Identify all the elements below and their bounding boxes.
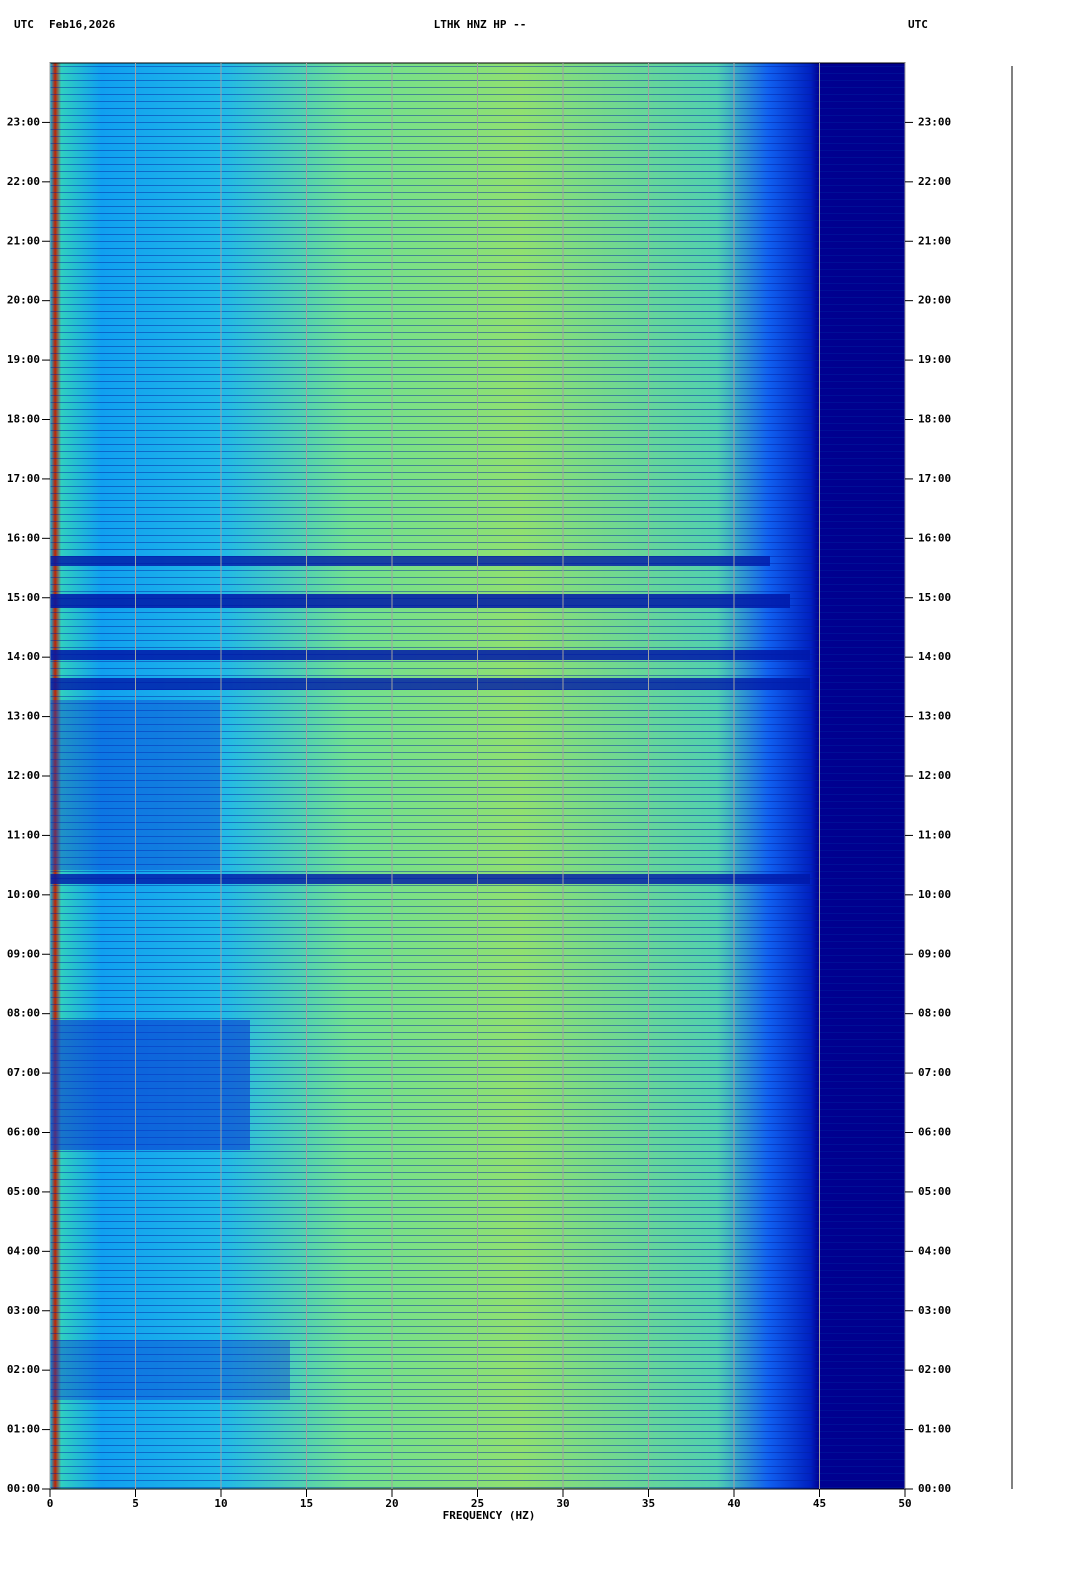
y-tick-label: 04:00 bbox=[7, 1244, 40, 1257]
y-tick-label: 11:00 bbox=[7, 828, 40, 841]
y-tick-label: 00:00 bbox=[7, 1482, 40, 1495]
y-tick-label-right: 21:00 bbox=[918, 234, 951, 247]
y-tick-label: 05:00 bbox=[7, 1185, 40, 1198]
y-tick-label: 01:00 bbox=[7, 1423, 40, 1436]
y-tick-label: 06:00 bbox=[7, 1126, 40, 1139]
y-tick-label-right: 05:00 bbox=[918, 1185, 951, 1198]
y-tick-label: 07:00 bbox=[7, 1066, 40, 1079]
y-tick-label-right: 18:00 bbox=[918, 413, 951, 426]
y-tick-label-right: 19:00 bbox=[918, 353, 951, 366]
y-tick-label-right: 20:00 bbox=[918, 294, 951, 307]
y-tick-label-right: 09:00 bbox=[918, 947, 951, 960]
y-tick-label: 18:00 bbox=[7, 413, 40, 426]
x-tick-label: 45 bbox=[813, 1497, 826, 1510]
y-tick-label-right: 06:00 bbox=[918, 1126, 951, 1139]
header-left: UTC bbox=[14, 18, 34, 31]
x-tick-label: 50 bbox=[898, 1497, 911, 1510]
x-axis-label: FREQUENCY (HZ) bbox=[443, 1509, 536, 1522]
y-tick-label-right: 04:00 bbox=[918, 1244, 951, 1257]
date: Feb16,2026 bbox=[49, 18, 116, 31]
header-right: UTC bbox=[908, 18, 928, 31]
y-tick-label-right: 14:00 bbox=[918, 650, 951, 663]
y-tick-label: 22:00 bbox=[7, 175, 40, 188]
y-tick-label: 23:00 bbox=[7, 115, 40, 128]
y-tick-label-right: 17:00 bbox=[918, 472, 951, 485]
y-tick-label-right: 12:00 bbox=[918, 769, 951, 782]
y-tick-label-right: 15:00 bbox=[918, 591, 951, 604]
y-tick-label: 08:00 bbox=[7, 1007, 40, 1020]
y-tick-label: 02:00 bbox=[7, 1363, 40, 1376]
x-tick-label: 5 bbox=[132, 1497, 139, 1510]
y-tick-label: 14:00 bbox=[7, 650, 40, 663]
y-tick-label: 15:00 bbox=[7, 591, 40, 604]
y-tick-label: 09:00 bbox=[7, 947, 40, 960]
y-tick-label-right: 13:00 bbox=[918, 710, 951, 723]
y-tick-label: 21:00 bbox=[7, 234, 40, 247]
y-tick-label-right: 22:00 bbox=[918, 175, 951, 188]
y-tick-label-right: 01:00 bbox=[918, 1423, 951, 1436]
x-tick-label: 40 bbox=[727, 1497, 740, 1510]
y-tick-label: 20:00 bbox=[7, 294, 40, 307]
y-tick-label: 03:00 bbox=[7, 1304, 40, 1317]
x-tick-label: 35 bbox=[642, 1497, 655, 1510]
y-tick-label: 16:00 bbox=[7, 531, 40, 544]
x-tick-label: 30 bbox=[556, 1497, 569, 1510]
y-tick-label-right: 02:00 bbox=[918, 1363, 951, 1376]
y-tick-label: 19:00 bbox=[7, 353, 40, 366]
y-tick-label-right: 00:00 bbox=[918, 1482, 951, 1495]
chart-title: LTHK HNZ HP -- bbox=[434, 18, 527, 31]
x-tick-label: 15 bbox=[300, 1497, 313, 1510]
y-tick-label-right: 07:00 bbox=[918, 1066, 951, 1079]
y-tick-label: 17:00 bbox=[7, 472, 40, 485]
y-tick-label: 10:00 bbox=[7, 888, 40, 901]
y-tick-label-right: 10:00 bbox=[918, 888, 951, 901]
y-tick-label-right: 16:00 bbox=[918, 531, 951, 544]
y-tick-label: 12:00 bbox=[7, 769, 40, 782]
y-tick-label-right: 11:00 bbox=[918, 828, 951, 841]
x-tick-label: 25 bbox=[471, 1497, 484, 1510]
y-tick-label-right: 23:00 bbox=[918, 115, 951, 128]
y-tick-label-right: 08:00 bbox=[918, 1007, 951, 1020]
x-tick-label: 0 bbox=[47, 1497, 54, 1510]
y-tick-label-right: 03:00 bbox=[918, 1304, 951, 1317]
x-tick-label: 10 bbox=[214, 1497, 227, 1510]
x-tick-label: 20 bbox=[385, 1497, 398, 1510]
y-tick-label: 13:00 bbox=[7, 710, 40, 723]
